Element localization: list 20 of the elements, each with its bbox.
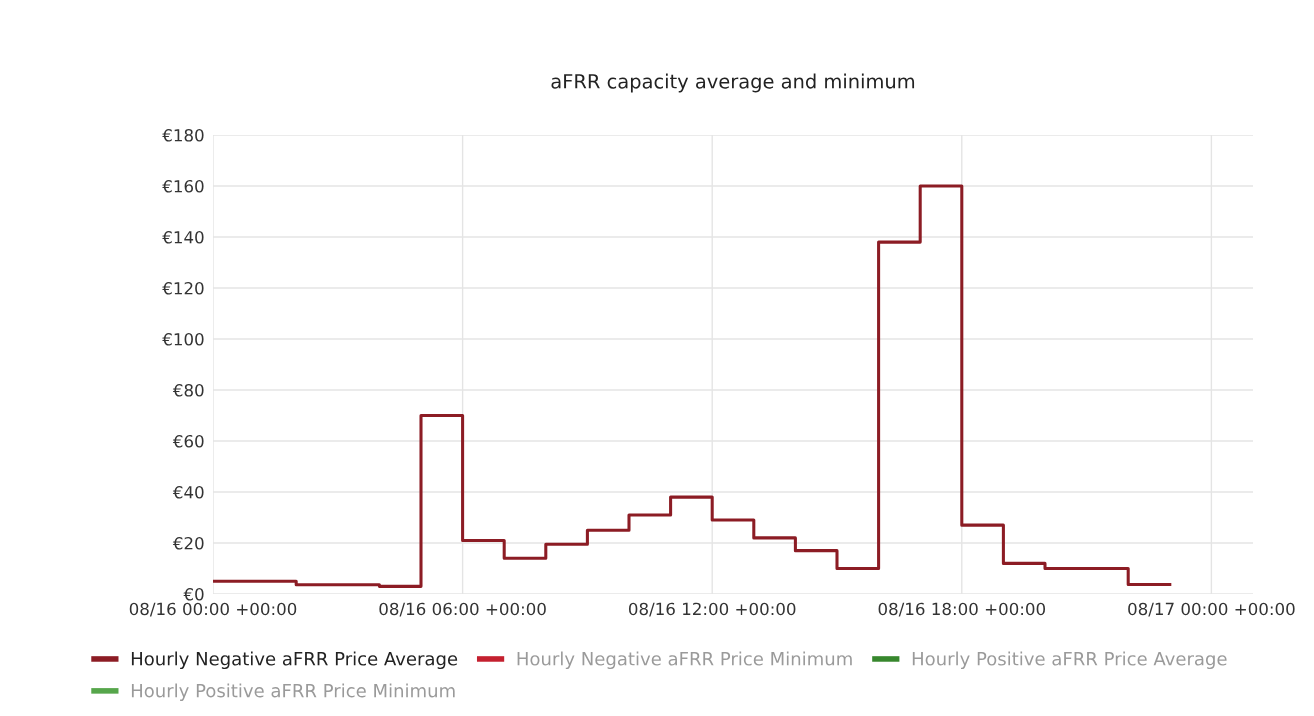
x-tick-label: 08/16 00:00 +00:00 — [129, 602, 297, 617]
legend-label: Hourly Positive aFRR Price Minimum — [131, 683, 455, 701]
y-tick-label: €60 — [172, 434, 204, 448]
y-tick-label: €80 — [172, 383, 204, 397]
y-tick-label: €20 — [172, 536, 204, 550]
y-tick-label: €40 — [172, 485, 204, 499]
y-tick-label: €140 — [162, 230, 204, 244]
x-tick-label: 08/16 12:00 +00:00 — [628, 602, 796, 617]
x-tick-label: 08/16 06:00 +00:00 — [379, 602, 546, 617]
y-tick-label: €180 — [162, 128, 204, 142]
x-tick-label: 08/17 00:00 +00:00 — [1128, 602, 1295, 617]
chart-title: aFRR capacity average and minimum — [551, 73, 915, 93]
legend-label: Hourly Positive aFRR Price Average — [912, 651, 1227, 670]
y-tick-label: €100 — [162, 332, 204, 346]
legend-label: Hourly Negative aFRR Price Minimum — [517, 651, 852, 670]
y-tick-label: €160 — [162, 179, 204, 193]
x-tick-label: 08/16 18:00 +00:00 — [878, 602, 1046, 617]
y-tick-label: €0 — [183, 587, 204, 601]
y-tick-label: €120 — [162, 281, 204, 295]
legend-label: Hourly Negative aFRR Price Average — [131, 651, 458, 670]
